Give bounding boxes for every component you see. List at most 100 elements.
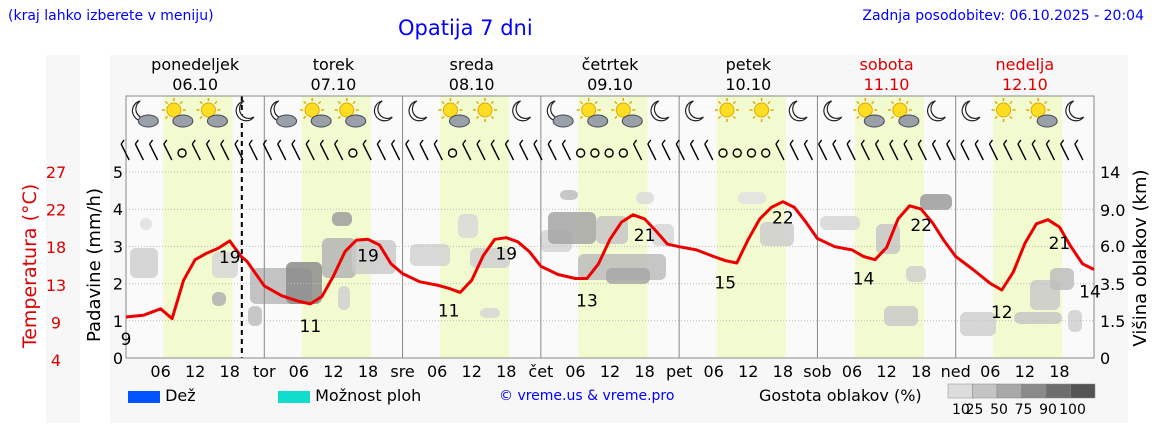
wind-barb-tick xyxy=(291,139,296,145)
sun-disc xyxy=(166,102,182,118)
cloud-shape xyxy=(621,114,643,128)
cloud-shape xyxy=(345,114,367,128)
wind-barb-icon xyxy=(476,143,486,161)
moon-icon xyxy=(270,100,298,128)
cloud-shape xyxy=(898,114,920,128)
cloud-density-area xyxy=(548,212,596,244)
sun-disc xyxy=(615,102,631,118)
density-tick-label: 100 xyxy=(1059,402,1086,418)
wind-barb-tick xyxy=(661,139,666,145)
sun-ray xyxy=(890,100,895,105)
cloud-density-area xyxy=(884,306,918,326)
sun-ray xyxy=(1029,100,1033,105)
wind-calm-icon xyxy=(348,148,358,158)
wind-calm-icon xyxy=(718,148,728,158)
sun-ray xyxy=(337,115,341,120)
wind-barb-tick xyxy=(504,139,510,145)
sun-ray xyxy=(441,115,445,120)
sun-icon xyxy=(611,98,643,128)
cloud-height-axis-label: Višina oblakov (km) xyxy=(1130,169,1151,346)
day-abbr: tor xyxy=(253,362,276,381)
cloud-density-area xyxy=(332,212,352,226)
temperature-line xyxy=(125,200,1095,321)
sun-icon xyxy=(853,98,885,128)
density-tick-label: 90 xyxy=(1039,402,1057,418)
wind-barb-icon xyxy=(376,143,386,161)
wind-barb-icon xyxy=(860,143,870,161)
day-name: petek xyxy=(726,55,772,74)
cloud-density-area xyxy=(1014,312,1062,324)
wind-barb-icon xyxy=(647,143,657,161)
sun-ray xyxy=(1009,115,1013,120)
cloud-density-area xyxy=(338,286,350,310)
wind-barb-icon xyxy=(362,143,372,161)
cloud-density-area xyxy=(480,308,500,318)
wind-barb-icon xyxy=(390,143,401,161)
credit-link[interactable]: © vreme.us & vreme.pro xyxy=(499,388,675,404)
wind-barb-icon xyxy=(291,143,301,161)
wind-barb-icon xyxy=(248,143,258,161)
wind-barb-tick xyxy=(391,139,396,145)
sun-ray xyxy=(303,115,307,120)
precip-tick-label: 1 xyxy=(113,312,123,331)
wind-barb-tick xyxy=(1031,139,1036,145)
legend-rain-label: Dež xyxy=(165,386,196,405)
wind-barb-tick xyxy=(149,139,154,145)
wind-barb-icon xyxy=(319,143,330,161)
cloud-density-area xyxy=(738,192,766,204)
density-tick-label: 25 xyxy=(966,402,984,418)
wind-barb-icon xyxy=(846,143,856,161)
sun-disc xyxy=(477,102,493,118)
wind-barb-tick xyxy=(405,139,410,145)
wind-barb-tick xyxy=(960,139,965,145)
legend-storm-label: Možnost ploh xyxy=(315,386,422,405)
precip-tick-label: 2 xyxy=(113,275,123,294)
legend-rain-swatch xyxy=(128,390,160,403)
moon-shape xyxy=(788,100,808,122)
temp-value-label: 21 xyxy=(1049,234,1071,254)
sun-ray xyxy=(594,100,598,105)
sun-disc xyxy=(719,102,735,118)
wind-barb-tick xyxy=(462,139,467,145)
region-hint: (kraj lahko izberete v meniju) xyxy=(8,8,214,24)
sun-icon xyxy=(887,98,920,128)
moon-icon xyxy=(1065,100,1085,122)
cloud-density-area xyxy=(248,306,262,326)
density-swatch xyxy=(972,383,998,399)
sun-disc xyxy=(996,102,1012,118)
wind-barb-tick xyxy=(917,139,922,145)
temp-value-label: 21 xyxy=(634,226,656,246)
cloud-density-label: Gostota oblakov (%) xyxy=(759,386,922,405)
wind-barb-tick xyxy=(191,139,196,145)
sun-ray xyxy=(629,100,633,105)
sun-ray xyxy=(490,115,495,120)
sun-ray xyxy=(614,115,618,120)
temp-axis-label: Temperatura (°C) xyxy=(19,184,41,349)
wind-barb-tick xyxy=(675,139,680,145)
wind-barb-tick xyxy=(120,139,125,145)
left-margin-panel xyxy=(46,55,80,423)
wind-barb-tick xyxy=(1074,139,1079,145)
temp-value-label: 19 xyxy=(357,246,379,266)
wind-barb-icon xyxy=(889,143,899,161)
density-swatch xyxy=(1070,383,1096,399)
hour-tick-label: 06 xyxy=(289,362,309,381)
wind-barb-icon xyxy=(205,143,216,161)
sun-ray xyxy=(475,100,480,105)
sun-ray xyxy=(856,115,860,120)
moon-shape xyxy=(1065,100,1085,122)
wind-barb-icon xyxy=(433,143,443,161)
wind-barb-icon xyxy=(960,143,970,161)
sun-icon xyxy=(334,98,367,128)
temp-value-label: 19 xyxy=(495,245,517,265)
day-name: torek xyxy=(313,55,355,74)
wind-barb-icon xyxy=(547,143,557,161)
sun-ray xyxy=(317,100,322,105)
cloud-density-area xyxy=(458,214,478,238)
hour-tick-label: 18 xyxy=(496,362,516,381)
cloud-height-tick-label: 9.0 xyxy=(1100,201,1125,220)
wind-calm-icon xyxy=(590,148,600,158)
wind-barb-icon xyxy=(191,143,201,161)
cloud-density-area xyxy=(352,240,396,274)
precip-tick-label: 0 xyxy=(113,349,123,368)
